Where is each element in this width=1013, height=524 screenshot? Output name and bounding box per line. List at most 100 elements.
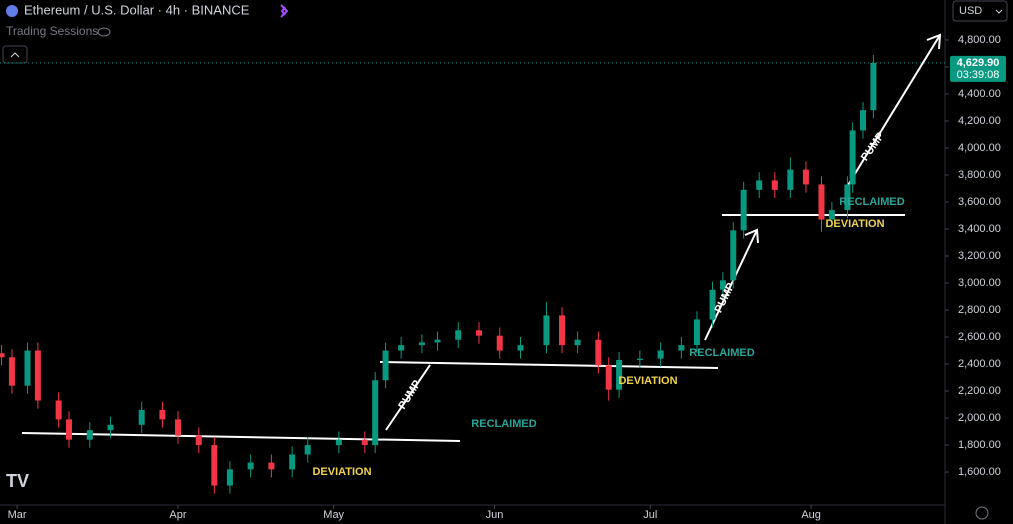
countdown: 03:39:08 (957, 69, 1000, 81)
candle-body (517, 345, 524, 351)
plot (0, 54, 877, 494)
annotation: DEVIATION (825, 218, 884, 230)
indicator-icon[interactable] (280, 4, 289, 18)
x-tick-label: Mar (8, 509, 27, 521)
candle-body (159, 409, 166, 420)
candle-body (247, 462, 254, 470)
collapse-button[interactable] (2, 45, 28, 64)
candle-body (828, 210, 835, 220)
candle-body (636, 358, 643, 360)
candle-body (289, 454, 296, 470)
arrow (385, 364, 431, 431)
candle-body (605, 365, 612, 390)
y-tick-label: 4,400.00 (958, 88, 1001, 100)
candle-body (543, 315, 550, 346)
candle-body (174, 419, 181, 436)
candle-body (86, 430, 93, 440)
visibility-icon[interactable] (97, 27, 111, 37)
y-tick-label: 3,400.00 (958, 223, 1001, 235)
candle-body (657, 350, 664, 359)
candle-body (870, 62, 877, 111)
y-tick-label: 1,600.00 (958, 466, 1001, 478)
y-tick-label: 3,600.00 (958, 196, 1001, 208)
currency-button[interactable] (952, 0, 1008, 22)
candle-body (730, 230, 737, 281)
candle-body (678, 345, 685, 351)
candle-body (398, 345, 405, 351)
y-tick-label: 3,000.00 (958, 277, 1001, 289)
candle-body (434, 339, 441, 343)
candle-body (8, 357, 15, 386)
candle-body (0, 353, 5, 358)
candle-body (559, 315, 566, 346)
annotation: RECLAIMED (839, 196, 904, 208)
y-tick-label: 4,000.00 (958, 142, 1001, 154)
drawings (21, 33, 942, 442)
candle-body (496, 335, 503, 351)
trading-sessions[interactable]: Trading Sessions (6, 24, 98, 38)
annotation: DEVIATION (312, 466, 371, 478)
candle-body (138, 409, 145, 425)
last-price-tag (950, 55, 1006, 82)
settings-icon[interactable] (975, 506, 989, 520)
candle-body (616, 359, 623, 390)
candle-body (211, 445, 218, 486)
candle-body (195, 435, 202, 446)
trend-line (21, 432, 461, 442)
currency-caret (995, 9, 1003, 14)
candle-body (66, 419, 73, 440)
candle-body (709, 289, 716, 320)
x-tick-label: May (323, 509, 344, 521)
x-tick-label: Apr (169, 509, 186, 521)
annotation: RECLAIMED (689, 347, 754, 359)
candle-body (304, 445, 311, 455)
currency-label[interactable]: USD (959, 5, 982, 17)
candle-body (574, 339, 581, 346)
annotation: DEVIATION (618, 375, 677, 387)
collapse-icon (10, 52, 20, 58)
y-tick-label: 1,800.00 (958, 439, 1001, 451)
y-tick-label: 2,600.00 (958, 331, 1001, 343)
candle-body (756, 180, 763, 190)
last-price-label: 4,629.90 (957, 57, 1000, 69)
candle-body (771, 180, 778, 190)
y-tick-label: 2,400.00 (958, 358, 1001, 370)
x-tick-label: Jul (643, 509, 657, 521)
trend-line (379, 361, 719, 369)
candle-body (107, 424, 114, 431)
candle-body (787, 169, 794, 190)
y-tick-label: 2,000.00 (958, 412, 1001, 424)
candle-body (595, 339, 602, 366)
candle-body (268, 462, 275, 470)
y-tick-label: 3,800.00 (958, 169, 1001, 181)
candle-body (475, 330, 482, 336)
candle-body (335, 439, 342, 446)
candle-body (818, 184, 825, 220)
arrow (704, 228, 759, 341)
candle-body (860, 110, 867, 131)
candle-body (802, 169, 809, 185)
symbol-title[interactable]: Ethereum / U.S. Dollar · 4h · BINANCE (24, 2, 250, 17)
x-tick-label: Jun (486, 509, 504, 521)
candle-body (740, 189, 747, 231)
y-tick-label: 2,200.00 (958, 385, 1001, 397)
candle-body (226, 469, 233, 486)
arrow (844, 33, 942, 191)
tv-logo[interactable]: TV (6, 471, 29, 491)
candle-body (24, 350, 31, 386)
y-tick-label: 4,200.00 (958, 115, 1001, 127)
candle-body (719, 280, 726, 290)
candle-body (455, 330, 462, 340)
candle-body (418, 342, 425, 346)
candle-body (849, 130, 856, 185)
annotation: RECLAIMED (471, 418, 536, 430)
x-tick-label: Aug (801, 509, 821, 521)
candle-body (372, 380, 379, 446)
y-tick-label: 3,200.00 (958, 250, 1001, 262)
candle-body (361, 439, 368, 446)
candle-body (55, 400, 62, 420)
y-tick-label: 2,800.00 (958, 304, 1001, 316)
eth-icon[interactable] (6, 5, 18, 17)
